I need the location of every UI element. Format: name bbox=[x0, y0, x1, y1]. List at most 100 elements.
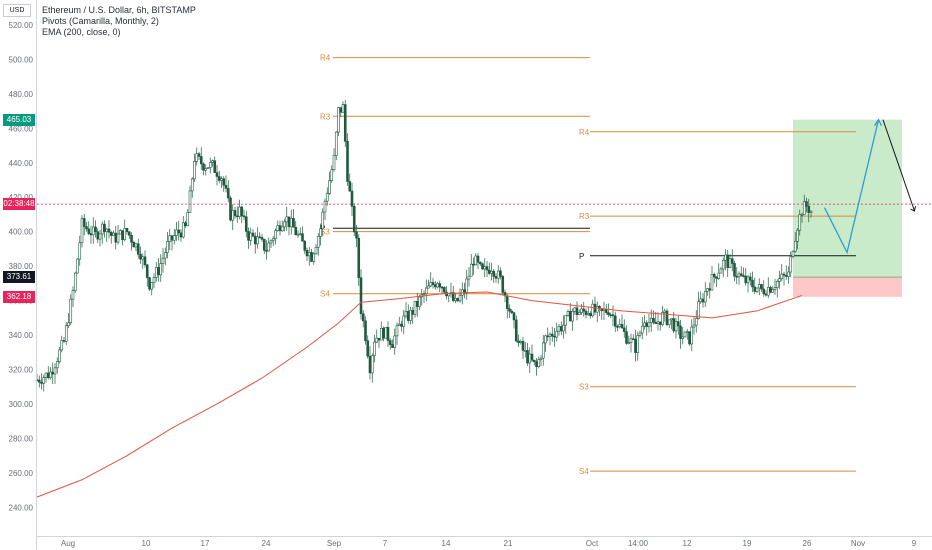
price-tick-label: 300.00 bbox=[9, 400, 34, 409]
candle bbox=[667, 319, 671, 329]
candle bbox=[492, 269, 496, 283]
candle bbox=[665, 308, 669, 327]
candle bbox=[427, 279, 430, 289]
projection-blue-path[interactable] bbox=[823, 119, 880, 255]
candle bbox=[294, 220, 298, 236]
price-tick-label: 340.00 bbox=[9, 331, 34, 340]
candle bbox=[611, 305, 615, 326]
candle bbox=[94, 220, 97, 238]
candle bbox=[501, 275, 505, 295]
candle bbox=[80, 215, 84, 248]
candle bbox=[620, 314, 624, 329]
candle bbox=[386, 321, 390, 347]
time-tick-label: 14 bbox=[442, 539, 451, 548]
candle bbox=[793, 232, 797, 253]
candle bbox=[87, 221, 91, 235]
legend-ema[interactable]: EMA (200, close, 0) bbox=[42, 27, 121, 37]
candle bbox=[733, 260, 736, 282]
projection-arrows bbox=[793, 118, 916, 278]
candle bbox=[755, 287, 759, 294]
candle bbox=[499, 267, 502, 280]
price-tick-label: 400.00 bbox=[9, 228, 34, 237]
candle bbox=[188, 185, 192, 213]
candle bbox=[350, 182, 354, 216]
candle bbox=[388, 337, 392, 350]
candle bbox=[778, 270, 781, 289]
candle bbox=[422, 290, 426, 304]
candle bbox=[152, 273, 156, 289]
candle bbox=[638, 330, 642, 338]
price-tick-label: 320.00 bbox=[9, 366, 34, 375]
price-tick-label: 380.00 bbox=[9, 262, 34, 271]
candle bbox=[202, 162, 205, 176]
time-tick-label: 17 bbox=[201, 539, 210, 548]
candle bbox=[775, 279, 779, 298]
candle bbox=[328, 171, 331, 195]
candle bbox=[697, 291, 700, 320]
candle bbox=[82, 213, 86, 236]
candlestick-series bbox=[35, 99, 813, 392]
candle bbox=[607, 303, 610, 318]
candle bbox=[438, 280, 442, 293]
candle bbox=[688, 331, 691, 346]
position-target-zone[interactable] bbox=[793, 119, 902, 278]
candle bbox=[361, 310, 365, 328]
candle bbox=[283, 218, 286, 232]
position-stop-zone[interactable] bbox=[793, 277, 902, 297]
timer-price-tag: 02:38:48 bbox=[3, 198, 35, 211]
legend-pivots[interactable]: Pivots (Camarilla, Monthly, 2) bbox=[42, 16, 159, 26]
ema-line bbox=[36, 291, 803, 498]
projection-black-path[interactable] bbox=[882, 119, 915, 212]
time-tick-label: Aug bbox=[61, 539, 75, 548]
candle bbox=[692, 315, 696, 335]
candle bbox=[321, 208, 325, 237]
candle bbox=[431, 277, 435, 289]
currency-badge[interactable]: USD bbox=[3, 4, 31, 17]
time-axis: Aug 10 17 24 Sep 7 14 21 Oct 14:00 12 19 26 Nov 9 bbox=[36, 536, 932, 548]
candle bbox=[694, 310, 698, 333]
candle bbox=[127, 231, 131, 239]
candle bbox=[229, 195, 232, 222]
price-tick-label: 240.00 bbox=[9, 503, 34, 512]
candle bbox=[690, 319, 694, 352]
time-tick-label: 14:00 bbox=[628, 539, 649, 548]
candle bbox=[69, 294, 73, 326]
candle bbox=[60, 335, 64, 353]
candle bbox=[571, 308, 574, 331]
candle bbox=[213, 156, 217, 173]
candle bbox=[555, 322, 559, 342]
candle bbox=[791, 250, 795, 259]
candle bbox=[76, 258, 79, 274]
candle bbox=[172, 228, 176, 245]
candle bbox=[710, 266, 714, 291]
candle bbox=[370, 353, 374, 383]
stop-price-tag: 362.18 bbox=[3, 290, 35, 303]
candle bbox=[125, 227, 129, 235]
time-tick-label: 7 bbox=[383, 539, 388, 548]
candle bbox=[274, 228, 277, 245]
legend-symbol[interactable]: Ethereum / U.S. Dollar, 6h, BITSTAMP bbox=[42, 5, 196, 15]
candle bbox=[181, 215, 185, 239]
candle bbox=[467, 267, 471, 287]
candle bbox=[53, 363, 57, 384]
candle bbox=[636, 331, 640, 361]
candle bbox=[242, 209, 246, 221]
candle bbox=[616, 324, 619, 332]
price-tick-label: 420.00 bbox=[9, 193, 34, 202]
candle bbox=[348, 173, 352, 192]
candle bbox=[145, 264, 149, 287]
candle bbox=[233, 206, 237, 220]
candle bbox=[267, 237, 271, 252]
candle bbox=[364, 316, 367, 345]
candle bbox=[789, 251, 793, 278]
candle bbox=[595, 301, 599, 323]
candle bbox=[481, 262, 484, 271]
time-tick-label: 12 bbox=[683, 539, 692, 548]
candle bbox=[163, 247, 167, 266]
candle bbox=[782, 271, 786, 286]
candle bbox=[719, 266, 723, 274]
candle bbox=[721, 257, 725, 278]
candle bbox=[539, 355, 543, 367]
candle bbox=[37, 375, 41, 388]
